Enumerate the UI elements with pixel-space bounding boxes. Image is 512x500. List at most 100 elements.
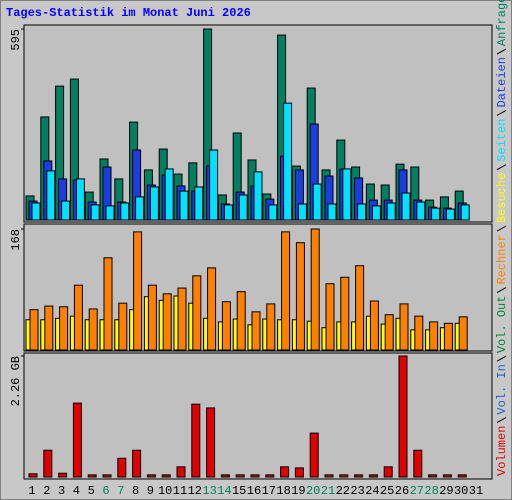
bar xyxy=(309,432,319,478)
bar xyxy=(162,293,172,351)
x-tick-label: 19 xyxy=(291,484,305,498)
bar xyxy=(105,205,115,221)
bar xyxy=(310,228,320,351)
x-tick-label: 6 xyxy=(102,484,109,498)
bar xyxy=(442,474,452,478)
bar xyxy=(268,204,278,221)
bar xyxy=(192,275,202,351)
bar xyxy=(368,474,378,478)
x-tick-label: 15 xyxy=(232,484,246,498)
bar xyxy=(283,102,293,221)
x-tick-label: 4 xyxy=(73,484,80,498)
x-tick-label: 31 xyxy=(469,484,483,498)
bar xyxy=(164,168,174,221)
bar xyxy=(194,186,204,221)
bar xyxy=(46,170,56,221)
bar xyxy=(236,291,246,351)
bar xyxy=(176,466,186,478)
bar xyxy=(117,457,127,478)
bar xyxy=(235,474,245,478)
bar xyxy=(280,466,290,478)
x-tick-label: 12 xyxy=(188,484,202,498)
x-tick-label: 2 xyxy=(43,484,50,498)
bar xyxy=(191,403,201,478)
bar xyxy=(416,201,426,221)
legend-entry: Vol. Out xyxy=(495,296,509,354)
legend-separator xyxy=(496,48,507,55)
chart-title: Tages-Statistik im Monat Juni 2026 xyxy=(6,6,251,20)
bar xyxy=(43,449,53,478)
bar xyxy=(251,311,261,351)
bar xyxy=(72,402,82,478)
bar xyxy=(295,242,305,351)
x-tick-label: 27 xyxy=(410,484,424,498)
x-tick-label: 8 xyxy=(132,484,139,498)
x-tick-label: 5 xyxy=(88,484,95,498)
x-tick-label: 29 xyxy=(439,484,453,498)
legend-entry: Volumen xyxy=(495,426,509,476)
bar xyxy=(58,472,68,478)
x-tick-label: 20 xyxy=(306,484,320,498)
bar xyxy=(325,283,335,351)
legend-entry: Vol. In xyxy=(495,364,509,414)
bar xyxy=(209,149,219,221)
legend-entry: Anfragen xyxy=(495,0,509,46)
bar xyxy=(103,257,113,351)
legend-separator xyxy=(496,287,507,293)
bar xyxy=(340,276,350,351)
legend-entry: Seiten xyxy=(495,118,509,161)
bar xyxy=(238,194,248,221)
x-tick-label: 30 xyxy=(454,484,468,498)
bar xyxy=(75,178,85,221)
bar xyxy=(132,449,142,478)
y-tick-label: 595 xyxy=(9,29,23,51)
bar xyxy=(371,205,381,221)
bar xyxy=(220,474,230,478)
bar xyxy=(28,473,38,478)
x-tick-label: 22 xyxy=(336,484,350,498)
x-tick-label: 23 xyxy=(350,484,364,498)
x-tick-label: 11 xyxy=(173,484,187,498)
legend-entry: Besuche xyxy=(495,173,509,223)
bar xyxy=(179,190,189,221)
bar xyxy=(59,306,69,351)
legend-separator xyxy=(496,417,507,424)
bar xyxy=(223,204,233,221)
bar xyxy=(324,474,334,478)
bar xyxy=(355,265,365,351)
bar xyxy=(266,303,276,351)
bar xyxy=(339,474,349,478)
bar xyxy=(398,355,408,478)
bar xyxy=(135,196,145,221)
bar xyxy=(431,207,441,221)
bar xyxy=(297,203,307,221)
x-tick-label: 18 xyxy=(276,484,290,498)
legend-separator xyxy=(496,164,507,171)
bar xyxy=(354,474,364,478)
bar xyxy=(250,474,260,478)
bar xyxy=(327,203,337,221)
bar xyxy=(312,183,322,221)
bar xyxy=(221,301,231,351)
bar xyxy=(281,231,291,351)
bar xyxy=(357,203,367,221)
bar xyxy=(265,474,275,478)
bar xyxy=(88,308,98,351)
bar xyxy=(369,300,379,351)
bar xyxy=(443,322,453,351)
bar xyxy=(31,202,41,221)
x-tick-label: 28 xyxy=(424,484,438,498)
legend-entry: Dateien xyxy=(495,57,509,107)
x-tick-label: 21 xyxy=(321,484,335,498)
bar xyxy=(445,208,455,221)
bar xyxy=(133,231,143,351)
bar xyxy=(414,315,424,351)
x-tick-label: 9 xyxy=(147,484,154,498)
bar xyxy=(29,309,39,351)
bar xyxy=(177,287,187,351)
bar xyxy=(460,204,470,221)
bar xyxy=(44,305,54,351)
bar xyxy=(161,474,171,478)
